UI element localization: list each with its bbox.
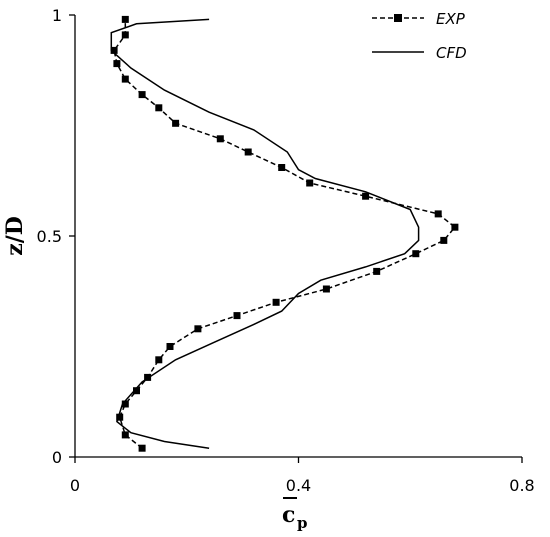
series-exp-point (155, 356, 163, 364)
series-exp-point (133, 387, 140, 395)
series-exp-point (322, 285, 330, 293)
ticks: 0 0.4 0.8 0 0.5 1 (37, 6, 535, 495)
series-exp-line (113, 19, 456, 449)
x-tick-label: 0 (70, 476, 80, 495)
axes (74, 15, 522, 458)
series-exp-point (121, 15, 129, 23)
series-exp-point (110, 46, 118, 54)
series-exp-point (451, 223, 459, 231)
legend-exp-label: EXP (436, 10, 466, 28)
series-exp-point (434, 210, 442, 218)
x-tick-label: 0.4 (286, 476, 311, 495)
x-axis-title: c p (282, 497, 308, 532)
series-exp-point (412, 250, 420, 258)
series-cfd-line (110, 18, 420, 449)
y-tick-label: 0.5 (37, 227, 62, 246)
series-exp-point (362, 192, 370, 200)
series-exp-point (138, 91, 146, 99)
series-exp-point (373, 267, 381, 275)
series-exp-point (121, 400, 129, 408)
series-exp-point (194, 325, 202, 333)
series-exp-point (440, 236, 448, 244)
series-exp-point (121, 431, 129, 439)
series-exp-point (233, 312, 241, 320)
series-exp-point (216, 135, 224, 143)
y-tick-label: 1 (52, 6, 62, 25)
series-layer (110, 15, 459, 452)
series-exp-point (172, 119, 180, 127)
series-exp-point (306, 179, 314, 187)
series-exp-point (244, 148, 252, 156)
legend-cfd-label: CFD (436, 44, 467, 62)
series-exp-point (278, 164, 286, 171)
x-tick-label: 0.8 (509, 476, 534, 495)
series-exp-point (121, 75, 129, 83)
legend-exp-marker (394, 14, 402, 22)
y-axis-title: z/D (2, 216, 28, 256)
x-axis-title-subscript: p (297, 514, 308, 532)
legend: EXP CFD (372, 10, 467, 62)
x-axis-title-main: c (282, 502, 295, 528)
series-exp-point (113, 60, 121, 68)
series-exp-point (121, 31, 129, 39)
series-exp-point (116, 413, 124, 421)
y-tick-label: 0 (52, 448, 62, 467)
series-exp-point (138, 444, 146, 452)
series-exp-point (166, 343, 174, 350)
series-exp-point (155, 104, 163, 112)
series-exp-point (272, 298, 280, 306)
